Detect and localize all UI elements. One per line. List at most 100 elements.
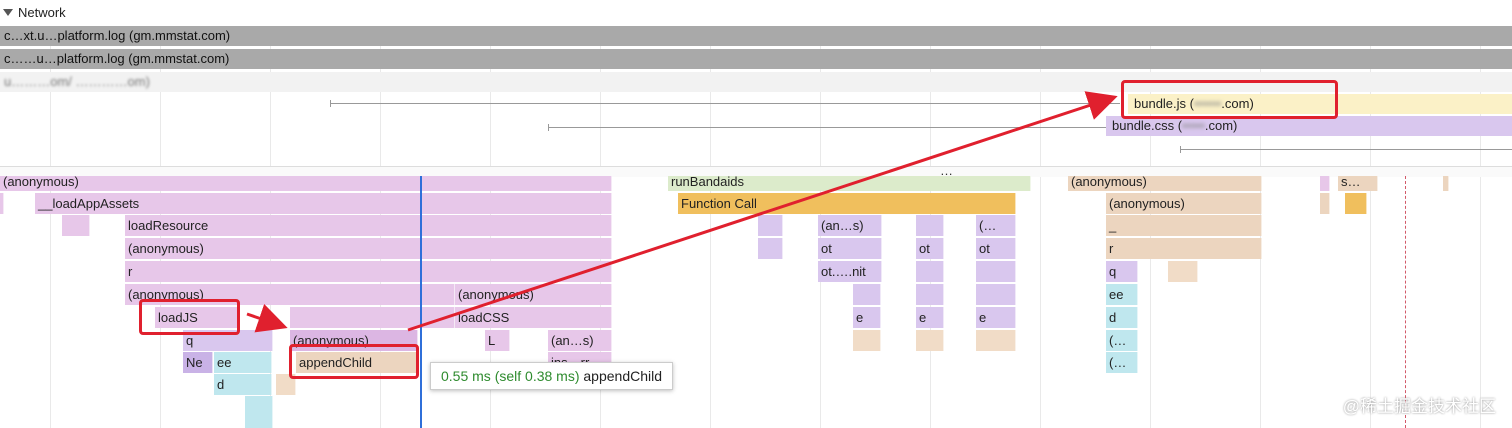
flame-block[interactable]: (anonymous) bbox=[125, 238, 612, 259]
flame-block[interactable]: ot bbox=[916, 238, 944, 259]
request-wait-tick bbox=[548, 124, 549, 131]
flame-block[interactable]: (… bbox=[1106, 330, 1138, 351]
flame-block[interactable]: e bbox=[853, 307, 881, 328]
flame-label: (anonymous) bbox=[3, 176, 79, 189]
flame-label: L bbox=[488, 333, 496, 348]
flame-block[interactable]: runBandaids bbox=[668, 176, 1031, 191]
flame-label: r bbox=[128, 264, 133, 279]
flame-block[interactable]: q bbox=[1106, 261, 1138, 282]
flame-block[interactable]: loadJS bbox=[155, 307, 240, 328]
flame-block[interactable] bbox=[276, 374, 296, 395]
flame-block[interactable]: (anonymous) bbox=[1106, 193, 1262, 214]
flame-label: (anonymous) bbox=[128, 287, 204, 302]
bundle-js-host-blurred: •••••• bbox=[1193, 96, 1222, 111]
flame-block[interactable] bbox=[290, 307, 455, 328]
network-request-row[interactable]: c…xt.u…platform.log (gm.mmstat.com) bbox=[0, 26, 1512, 46]
flame-block[interactable]: (an…s) bbox=[818, 215, 882, 236]
network-request-label: c……u…platform.log (gm.mmstat.com) bbox=[4, 51, 230, 66]
bundle-js-request[interactable]: bundle.js (••••••.com) bbox=[1128, 94, 1512, 114]
flame-block[interactable] bbox=[976, 284, 1016, 305]
flame-block[interactable] bbox=[853, 330, 881, 351]
grid-line bbox=[1150, 0, 1151, 428]
flame-block[interactable]: (anonymous) bbox=[455, 284, 612, 305]
flame-block[interactable] bbox=[1443, 176, 1449, 191]
flame-tooltip: 0.55 ms (self 0.38 ms) appendChild bbox=[430, 362, 674, 390]
flame-block[interactable] bbox=[916, 261, 944, 282]
flame-block[interactable]: loadCSS bbox=[455, 307, 612, 328]
flame-label: d bbox=[1109, 310, 1117, 325]
flame-block[interactable] bbox=[758, 238, 783, 259]
flame-label: q bbox=[1109, 264, 1117, 279]
flame-label: Function Call bbox=[681, 196, 757, 211]
flame-block[interactable]: (… bbox=[1106, 352, 1138, 373]
flame-block[interactable]: (… bbox=[976, 215, 1016, 236]
flame-block[interactable]: __loadAppAssets bbox=[35, 193, 612, 214]
flame-block[interactable]: (an…s) bbox=[548, 330, 612, 351]
grid-line bbox=[1260, 0, 1261, 428]
flame-block[interactable] bbox=[916, 330, 944, 351]
flame-label: s… bbox=[1341, 176, 1361, 189]
request-wait-line bbox=[548, 127, 1108, 128]
flame-label: r bbox=[1109, 241, 1114, 256]
flame-block[interactable] bbox=[1345, 193, 1367, 214]
flame-label: (anonymous) bbox=[458, 287, 534, 302]
flame-label: ee bbox=[1109, 287, 1124, 302]
bundle-css-host-blurred: ••••• bbox=[1182, 118, 1205, 133]
flame-block[interactable] bbox=[0, 193, 4, 214]
flame-block[interactable] bbox=[1168, 261, 1198, 282]
flame-label: (anonymous) bbox=[128, 241, 204, 256]
tooltip-function-name: appendChild bbox=[583, 368, 663, 384]
request-wait-tick bbox=[1180, 146, 1181, 153]
flame-block[interactable] bbox=[916, 284, 944, 305]
flame-block[interactable] bbox=[758, 215, 783, 236]
expand-triangle-icon[interactable] bbox=[3, 9, 13, 16]
flame-block[interactable] bbox=[1320, 176, 1330, 191]
flame-block[interactable] bbox=[976, 330, 1016, 351]
flame-block[interactable] bbox=[62, 215, 90, 236]
flame-block[interactable]: Ne bbox=[183, 352, 213, 373]
flame-label: e bbox=[856, 310, 864, 325]
flame-label: (… bbox=[979, 218, 997, 233]
flame-block[interactable]: ot.….nit bbox=[818, 261, 882, 282]
flame-label: loadCSS bbox=[458, 310, 510, 325]
flame-block[interactable] bbox=[916, 215, 944, 236]
flame-block[interactable] bbox=[1320, 193, 1330, 214]
flame-label: ot.….nit bbox=[821, 264, 866, 279]
request-wait-line bbox=[330, 103, 1120, 104]
flame-block[interactable]: Function Call bbox=[678, 193, 1016, 214]
highlight-box-loadjs bbox=[139, 299, 240, 335]
grid-line bbox=[160, 0, 161, 428]
grid-line bbox=[50, 0, 51, 428]
flame-block[interactable]: d bbox=[214, 374, 272, 395]
flame-block[interactable]: loadResource bbox=[125, 215, 612, 236]
grid-line bbox=[1370, 0, 1371, 428]
flame-block[interactable]: _ bbox=[1106, 215, 1262, 236]
flame-label: e bbox=[919, 310, 927, 325]
flame-block[interactable]: L bbox=[485, 330, 510, 351]
flame-block[interactable]: ee bbox=[214, 352, 272, 373]
flame-block[interactable] bbox=[853, 284, 881, 305]
flame-block[interactable]: d bbox=[1106, 307, 1138, 328]
flame-block[interactable]: r bbox=[1106, 238, 1262, 259]
flame-label: __loadAppAssets bbox=[38, 196, 140, 211]
flame-block[interactable]: (anonymous) bbox=[1068, 176, 1262, 191]
bundle-css-request[interactable]: bundle.css (•••••.com) bbox=[1106, 116, 1512, 136]
flame-block[interactable]: ot bbox=[976, 238, 1016, 259]
flame-block[interactable] bbox=[976, 261, 1016, 282]
flame-block[interactable]: (anonymous) bbox=[0, 176, 612, 191]
network-request-row[interactable]: c……u…platform.log (gm.mmstat.com) bbox=[0, 49, 1512, 69]
flame-block[interactable]: s… bbox=[1338, 176, 1378, 191]
flame-block[interactable]: ot bbox=[818, 238, 882, 259]
network-request-row[interactable]: u………om/ …………om) bbox=[0, 72, 1512, 92]
flame-block[interactable] bbox=[245, 396, 273, 428]
flame-block[interactable]: ee bbox=[1106, 284, 1138, 305]
flame-block[interactable]: q bbox=[183, 330, 273, 351]
flame-block[interactable]: e bbox=[976, 307, 1016, 328]
network-section-header[interactable]: Network bbox=[0, 0, 1512, 26]
flame-block[interactable]: appendChild bbox=[296, 352, 418, 373]
timeline-cursor[interactable] bbox=[420, 176, 422, 428]
highlight-box-appendchild bbox=[289, 344, 419, 379]
flame-block[interactable]: e bbox=[916, 307, 944, 328]
flame-block[interactable]: r bbox=[125, 261, 612, 282]
flame-label: loadResource bbox=[128, 218, 209, 233]
